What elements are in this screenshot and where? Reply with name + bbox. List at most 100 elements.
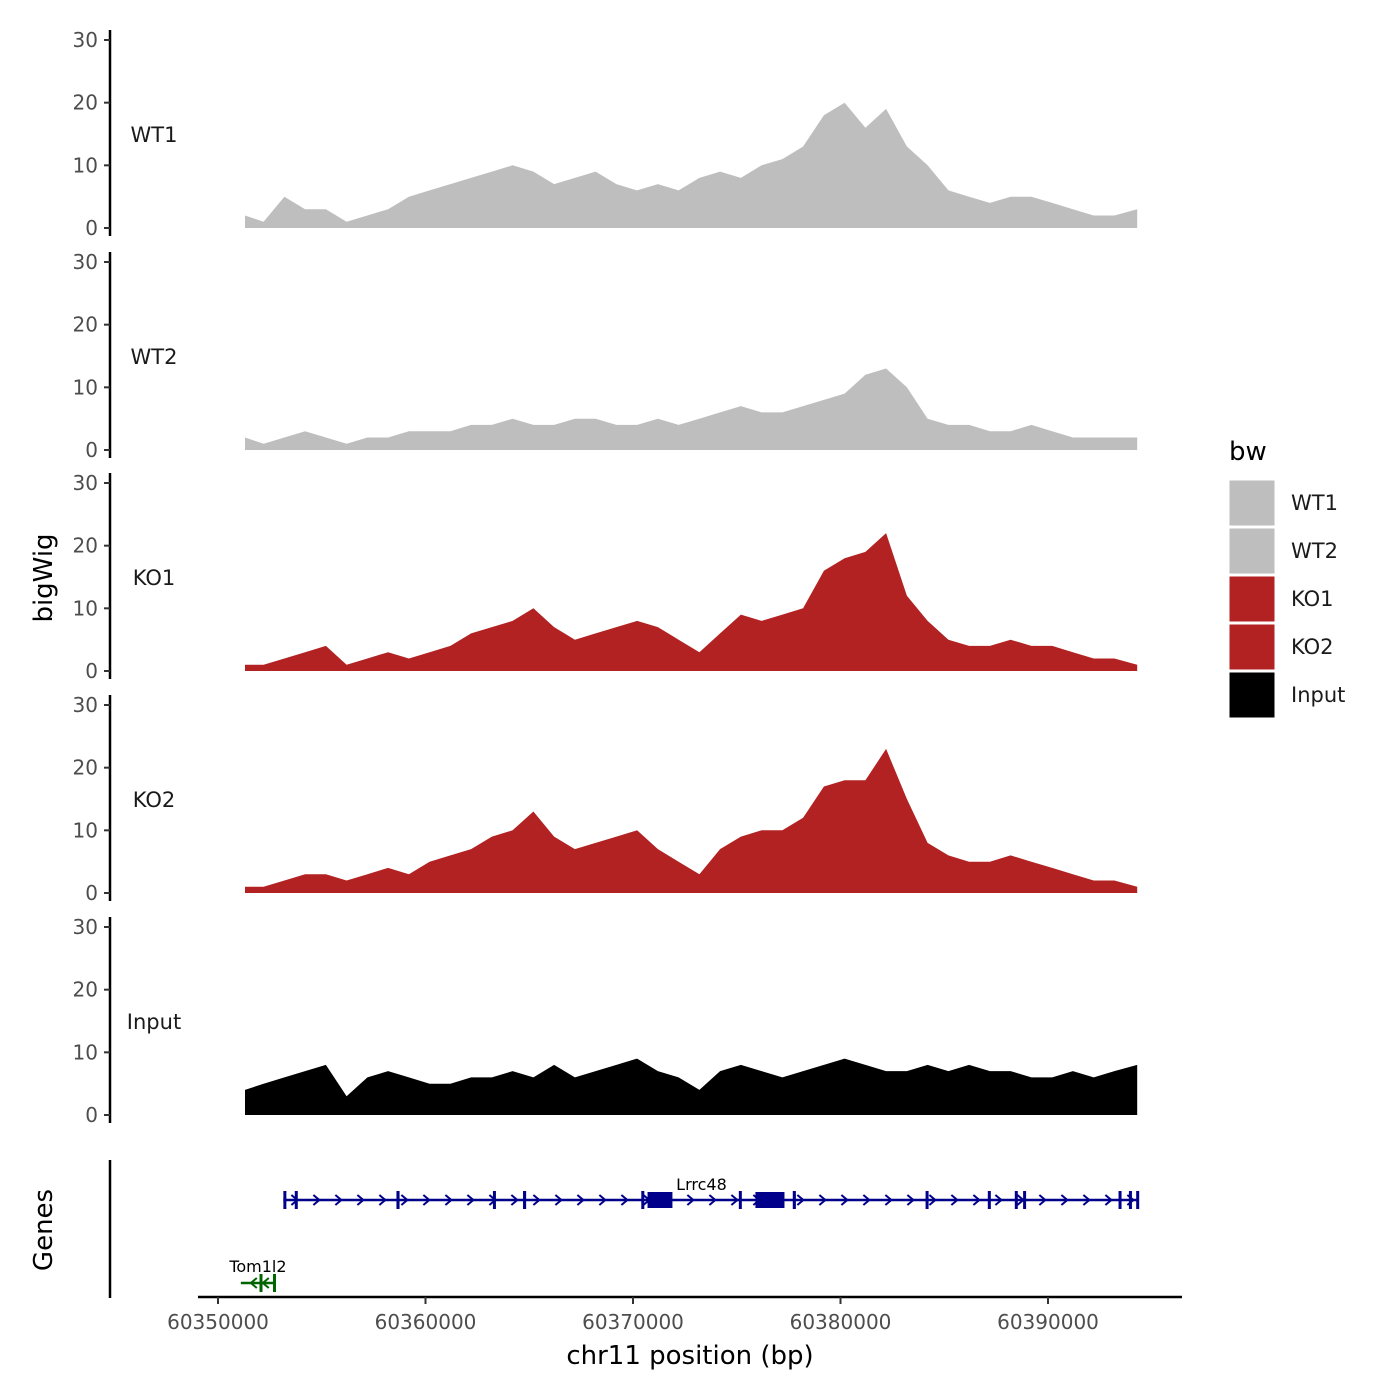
y-tick-label: 10 [73, 153, 98, 177]
x-tick-label: 60350000 [167, 1310, 269, 1334]
strand-arrow [620, 1194, 629, 1206]
track-label-wt1: WT1 [131, 123, 178, 147]
track-label-ko1: KO1 [133, 566, 176, 590]
legend-label-ko2: KO2 [1291, 635, 1334, 659]
gene-track-title: Genes [29, 1189, 59, 1271]
strand-arrow [840, 1194, 849, 1206]
coverage-area-wt2 [245, 368, 1138, 450]
strand-arrow [906, 1194, 915, 1206]
strand-arrow [576, 1194, 585, 1206]
strand-arrow [730, 1194, 739, 1206]
coverage-area-ko2 [245, 748, 1138, 893]
y-tick-label: 30 [73, 915, 98, 939]
strand-arrow [950, 1194, 959, 1206]
strand-arrow [972, 1194, 981, 1206]
track-label-ko2: KO2 [133, 788, 176, 812]
gene-lrrc48: Lrrc48 [283, 1175, 1140, 1209]
gene-exon [641, 1191, 645, 1209]
strand-arrow [400, 1194, 409, 1206]
x-axis-title: chr11 position (bp) [566, 1341, 813, 1371]
track-label-input: Input [127, 1010, 181, 1034]
strand-arrow [818, 1194, 827, 1206]
coverage-area-wt1 [245, 102, 1138, 228]
legend-key-ko1 [1228, 575, 1276, 623]
x-tick-label: 60370000 [582, 1310, 684, 1334]
legend-key-wt2 [1228, 527, 1276, 575]
legend-label-ko1: KO1 [1291, 587, 1334, 611]
y-tick-label: 10 [73, 596, 98, 620]
gene-exon [272, 1274, 276, 1292]
strand-arrow [312, 1194, 321, 1206]
y-tick-label: 30 [73, 28, 98, 52]
y-tick-label: 20 [73, 534, 98, 558]
y-tick-label: 20 [73, 91, 98, 115]
gene-exon [738, 1191, 742, 1209]
strand-arrow [356, 1194, 365, 1206]
gene-exon [1128, 1191, 1132, 1209]
strand-arrow [510, 1194, 519, 1206]
y-tick-label: 20 [73, 313, 98, 337]
coverage-area-input [245, 1058, 1138, 1115]
y-tick-label: 20 [73, 978, 98, 1002]
strand-arrow [334, 1194, 343, 1206]
gene-label-tom1l2: Tom1l2 [228, 1257, 286, 1276]
gene-track-panel: Lrrc48 Tom1l2 [108, 1160, 1140, 1298]
gene-exon [792, 1191, 796, 1209]
track-ko1: 0 10 20 30 KO1 [73, 471, 1138, 683]
gene-exon [925, 1191, 929, 1209]
legend-label-input: Input [1291, 683, 1345, 707]
y-tick-label: 30 [73, 693, 98, 717]
y-tick-label: 0 [85, 881, 98, 905]
strand-arrow [928, 1194, 937, 1206]
x-tick-label: 60380000 [790, 1310, 892, 1334]
gene-exon [523, 1191, 527, 1209]
y-tick-label: 0 [85, 1103, 98, 1127]
y-tick-label: 20 [73, 756, 98, 780]
track-label-wt2: WT2 [131, 345, 178, 369]
gene-exon [492, 1191, 496, 1209]
y-tick-label: 10 [73, 375, 98, 399]
strand-arrow [261, 1277, 270, 1289]
strand-arrow [994, 1194, 1003, 1206]
x-tick-label: 60390000 [997, 1310, 1099, 1334]
gene-exon [987, 1191, 991, 1209]
strand-arrow [532, 1194, 541, 1206]
strand-arrow [466, 1194, 475, 1206]
gene-exon [755, 1192, 785, 1208]
strand-arrow [422, 1194, 431, 1206]
legend-label-wt2: WT2 [1291, 539, 1338, 563]
strand-arrow [598, 1194, 607, 1206]
x-tick-label: 60360000 [375, 1310, 477, 1334]
strand-arrow [796, 1194, 805, 1206]
coverage-tracks: 0 10 20 30 WT1 0 10 20 30 WT2 0 10 20 30 KO1 0 10 20 30 KO2… [73, 28, 1138, 1127]
strand-arrow [862, 1194, 871, 1206]
gene-exon [283, 1191, 287, 1209]
gene-exon [1023, 1191, 1027, 1209]
track-ko2: 0 10 20 30 KO2 [73, 693, 1138, 905]
gene-exon [294, 1191, 298, 1209]
strand-arrow [884, 1194, 893, 1206]
gene-tom1l2: Tom1l2 [228, 1257, 287, 1292]
coverage-area-ko1 [245, 533, 1138, 671]
legend: bw WT1 WT2 KO1 KO2 Input [1228, 437, 1345, 719]
strand-arrow [444, 1194, 453, 1206]
y-tick-label: 0 [85, 659, 98, 683]
track-wt1: 0 10 20 30 WT1 [73, 28, 1138, 240]
strand-arrow [1104, 1194, 1113, 1206]
gene-exon [647, 1192, 673, 1208]
gene-label-lrrc48: Lrrc48 [676, 1175, 727, 1194]
y-axis-title: bigWig [29, 533, 59, 622]
legend-key-wt1 [1228, 479, 1276, 527]
strand-arrow [1082, 1194, 1091, 1206]
legend-key-ko2 [1228, 623, 1276, 671]
x-axis: 60350000 60360000 60370000 60380000 60390000 [167, 1295, 1182, 1334]
y-tick-label: 10 [73, 1040, 98, 1064]
strand-arrow [554, 1194, 563, 1206]
track-input: 0 10 20 30 Input [73, 915, 1138, 1127]
gene-exon [1014, 1191, 1018, 1209]
legend-key-input [1228, 671, 1276, 719]
strand-arrow [249, 1277, 258, 1289]
y-tick-label: 30 [73, 471, 98, 495]
gene-exon [396, 1191, 400, 1209]
